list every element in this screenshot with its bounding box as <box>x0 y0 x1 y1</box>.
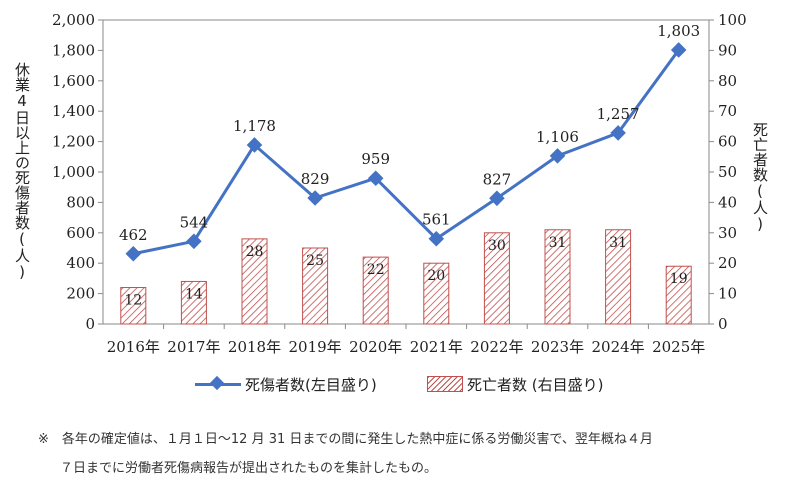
left-tick-label: 400 <box>66 254 95 272</box>
bar-2024年 <box>605 229 632 325</box>
left-tick-label: 200 <box>66 285 95 303</box>
bar-2021年 <box>423 262 450 325</box>
right-tick-label: 10 <box>718 285 737 303</box>
line-label: 1,257 <box>597 105 640 123</box>
bar-2023年 <box>544 229 571 325</box>
bar-label: 14 <box>185 286 203 302</box>
bar-2025年 <box>665 265 692 325</box>
x-tick-label: 2023年 <box>531 338 584 356</box>
left-tick-label: 1,600 <box>52 72 95 90</box>
x-tick-label: 2019年 <box>289 338 342 356</box>
legend-label-bar: 死亡者数 (右目盛り) <box>467 375 604 394</box>
line-label: 1,106 <box>536 128 579 146</box>
x-tick-label: 2020年 <box>349 338 402 356</box>
line-point-2016年 <box>125 245 142 262</box>
legend-item-bar: 死亡者数 (右目盛り) <box>427 372 603 396</box>
bar-label: 31 <box>549 235 567 251</box>
legend-bar-swatch <box>427 376 463 392</box>
left-tick-label: 0 <box>85 315 95 333</box>
line-label: 544 <box>180 213 209 231</box>
line-label: 1,803 <box>657 22 700 40</box>
line-label: 561 <box>422 211 451 229</box>
legend-line-swatch <box>195 374 241 394</box>
line-label: 462 <box>119 226 148 244</box>
line-point-2019年 <box>307 190 323 206</box>
line-point-2023年 <box>549 148 566 164</box>
x-axis-ticks: 2016年 2017年 2018年 2019年 2020年 2021年 2022年 2023年… <box>107 324 705 356</box>
bar-2019年 <box>302 247 329 325</box>
legend: 死傷者数(左目盛り) 死亡者数 (右目盛り) <box>195 372 665 396</box>
bar-2016年 <box>120 287 147 325</box>
footnote-line-1: ※ 各年の確定値は、１月１日〜12 月 31 日までの間に発生した熱中症に係る労… <box>38 432 653 447</box>
x-tick-label: 2025年 <box>652 338 705 356</box>
left-axis-title: 休業4日以上の死傷者数(人) <box>13 62 31 281</box>
right-axis-title: 死亡者数(人) <box>751 122 769 233</box>
left-tick-label: 1,200 <box>52 133 95 151</box>
left-axis-ticks: 0 200 400 600 800 1,000 1,200 1,400 1,600 1,800 2,… <box>52 11 103 333</box>
bar-label: 25 <box>306 253 324 269</box>
left-tick-label: 800 <box>66 193 95 211</box>
x-tick-label: 2017年 <box>167 338 220 356</box>
bar-2022年 <box>483 232 510 325</box>
line-point-2022年 <box>489 190 505 207</box>
right-tick-label: 60 <box>718 133 737 151</box>
line-point-2020年 <box>367 170 384 187</box>
right-tick-label: 100 <box>718 11 747 29</box>
right-tick-label: 30 <box>718 224 737 242</box>
left-tick-label: 600 <box>66 224 95 242</box>
line-point-2017年 <box>186 233 202 250</box>
right-tick-label: 50 <box>718 163 737 181</box>
bar-2017年 <box>180 280 207 325</box>
line-label: 829 <box>301 170 330 188</box>
right-tick-label: 0 <box>718 315 728 333</box>
legend-item-line: 死傷者数(左目盛り) <box>195 372 377 396</box>
series-line <box>132 49 680 256</box>
bar-2018年 <box>241 238 268 325</box>
footnote-line-2: ７日までに労働者死傷病報告が提出されたものを集計したもの。 <box>60 461 438 476</box>
line-point-2018年 <box>246 137 263 153</box>
death-bars: 12 14 28 25 22 20 30 31 31 19 <box>120 229 692 325</box>
bar-label: 31 <box>609 235 627 251</box>
x-tick-label: 2024年 <box>592 338 645 356</box>
line-label: 1,178 <box>233 117 276 135</box>
line-label: 827 <box>483 170 512 188</box>
bar-label: 22 <box>367 262 385 278</box>
x-tick-label: 2018年 <box>228 338 281 356</box>
casualty-line: 462 544 1,178 829 959 561 827 1,106 1,257 1,803 <box>119 22 700 262</box>
bar-label: 12 <box>124 293 142 309</box>
right-tick-label: 90 <box>718 41 737 59</box>
bar-2020年 <box>362 256 389 325</box>
left-tick-label: 1,000 <box>52 163 95 181</box>
bar-label: 28 <box>246 244 264 260</box>
left-tick-label: 2,000 <box>52 11 95 29</box>
x-tick-label: 2022年 <box>470 338 523 356</box>
right-axis-ticks: 0 10 20 30 40 50 60 70 80 90 100 <box>709 11 747 333</box>
line-label: 959 <box>361 150 390 168</box>
x-tick-label: 2021年 <box>410 338 463 356</box>
x-tick-label: 2016年 <box>107 338 160 356</box>
left-tick-label: 1,800 <box>52 41 95 59</box>
right-tick-label: 20 <box>718 254 737 272</box>
bar-label: 30 <box>488 238 506 254</box>
left-tick-label: 1,400 <box>52 102 95 120</box>
legend-label-line: 死傷者数(左目盛り) <box>245 375 377 394</box>
line-point-2021年 <box>428 230 445 247</box>
right-tick-label: 40 <box>718 193 737 211</box>
bar-label: 19 <box>670 271 688 287</box>
bar-label: 20 <box>427 268 445 284</box>
right-tick-label: 70 <box>718 102 737 120</box>
right-tick-label: 80 <box>718 72 737 90</box>
